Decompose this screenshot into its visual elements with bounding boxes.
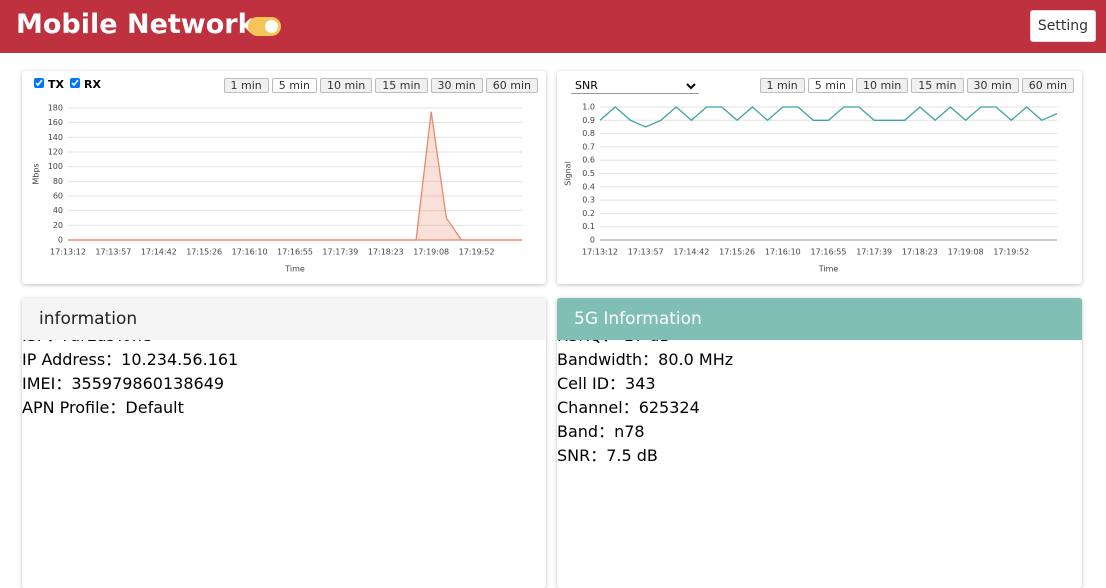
range-buttons: 1 min 5 min 10 min 15 min 30 min 60 min [223,78,538,93]
card-header: 5G Information [557,298,1082,340]
x-tick-label: 17:13:57 [95,248,131,257]
series-name: RX [83,78,101,91]
info-item: SNR：7.5 dB [557,446,658,465]
x-tick-label: 17:17:39 [322,248,358,257]
y-tick-label: 0 [58,236,63,245]
y-tick-label: 140 [48,133,63,142]
info-item: Bandwidth：80.0 MHz [557,350,734,369]
y-axis-label: Signal [564,161,573,186]
range-button[interactable]: 60 min [485,78,538,93]
y-tick-label: 160 [48,118,63,127]
card-header: information [22,298,546,340]
y-tick-label: 100 [48,162,63,171]
toggle[interactable] [248,17,281,36]
y-axis-label: Mbps [32,163,41,184]
range-button[interactable]: 30 min [966,78,1019,93]
throughput-card: 0 20 40 60 80 100 120 140 160 180 17:13:12 17:13:57… [22,71,546,284]
y-tick-label: 0.7 [582,142,595,151]
series-area [68,111,522,240]
y-tick-label: 0.9 [582,116,595,125]
range-button[interactable]: 10 min [320,78,373,93]
x-tick-label: 17:16:10 [232,248,268,257]
y-tick-label: 180 [48,104,63,113]
checkbox[interactable] [34,78,44,88]
x-tick-label: 17:17:39 [856,248,892,257]
series-name: TX [48,78,64,91]
y-tick-label: 0.5 [582,169,595,178]
y-tick-label: 0 [590,236,595,245]
signal-card: 0 0.1 0.2 0.3 0.4 0.5 0.6 0.7 0.8 0.9 1.0 17:13:12 1… [557,71,1082,284]
series-toggle: TX [34,78,64,91]
range-button[interactable]: 1 min [223,78,269,93]
x-tick-label: 17:19:52 [993,248,1029,257]
y-tick-label: 80 [53,177,63,186]
series-toggles: TX RX [34,78,101,91]
y-tick-label: 0.6 [582,156,595,165]
info-item: Band：n78 [557,422,645,441]
x-tick-label: 17:19:08 [948,248,984,257]
chart: 0 0.1 0.2 0.3 0.4 0.5 0.6 0.7 0.8 0.9 1.0 17:13:12 1… [564,103,1058,274]
x-tick-label: 17:15:26 [719,248,755,257]
y-tick-label: 60 [53,192,63,201]
x-axis-label: Time [818,265,839,274]
x-tick-label: 17:15:26 [186,248,222,257]
x-tick-label: 17:16:55 [277,248,313,257]
toggle-knob [265,20,278,33]
x-tick-label: 17:19:08 [413,248,449,257]
x-tick-label: 17:16:10 [765,248,801,257]
x-axis-label: Time [284,265,305,274]
metric-select[interactable]: SNR [571,78,699,94]
x-tick-label: 17:19:52 [459,248,495,257]
5g-card: 5G Information RSRP：-91 dBmRSRQ：-17 dBBa… [557,298,1082,588]
information-card: information Network type：5G NSAISP：FarEa… [22,298,546,588]
x-tick-label: 17:13:12 [582,248,618,257]
info-item: IP Address：10.234.56.161 [22,350,239,369]
series-toggle: RX [69,78,101,91]
setting-button[interactable]: Setting [1030,10,1096,42]
info-item: Channel：625324 [557,398,700,417]
x-tick-label: 17:13:12 [50,248,86,257]
card-title: 5G Information [574,309,702,329]
info-item: IMEI：355979860138649 [22,374,225,393]
y-tick-label: 1.0 [582,103,595,112]
series-line [68,111,522,241]
range-button[interactable]: 5 min [807,78,853,93]
info-item: Cell ID：343 [557,374,656,393]
series-line [599,106,1058,128]
x-tick-label: 17:16:55 [811,248,847,257]
y-tick-label: 20 [53,221,63,230]
x-tick-label: 17:14:42 [673,248,709,257]
y-tick-label: 0.2 [582,209,595,218]
y-tick-label: 0.4 [582,182,595,191]
body: Mobile Network Setting 0 20 40 60 80 100 120 14… [0,0,1106,465]
checkbox[interactable] [69,78,80,88]
y-tick-label: 40 [53,206,63,215]
range-button[interactable]: 10 min [856,78,909,93]
x-tick-label: 17:13:57 [628,248,664,257]
range-button[interactable]: 15 min [375,78,428,93]
page-title: Mobile Network [16,9,256,40]
range-button[interactable]: 5 min [271,78,317,93]
y-tick-label: 0.8 [582,129,595,138]
x-tick-label: 17:18:23 [902,248,938,257]
y-tick-label: 0.3 [582,196,595,205]
chart: 0 20 40 60 80 100 120 140 160 180 17:13:12 17:13:57… [32,104,522,274]
range-button[interactable]: 60 min [1021,78,1074,93]
range-buttons: 1 min 5 min 10 min 15 min 30 min 60 min [759,78,1074,93]
range-button[interactable]: 1 min [759,78,805,93]
range-button[interactable]: 15 min [911,78,964,93]
y-tick-label: 0.1 [582,222,595,231]
info-item: APN Profile：Default [22,398,184,417]
y-tick-label: 120 [48,148,63,157]
card-title: information [39,309,138,329]
x-tick-label: 17:18:23 [368,248,404,257]
x-tick-label: 17:14:42 [141,248,177,257]
range-button[interactable]: 30 min [430,78,483,93]
header: Mobile Network Setting [0,0,1106,53]
page: {"header": {"title": "Mobile Network", "… [0,0,1106,465]
